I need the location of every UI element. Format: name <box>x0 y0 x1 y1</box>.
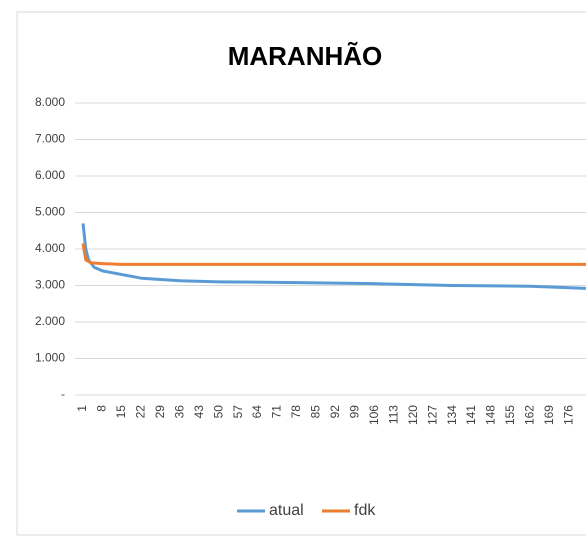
x-tick-label: 71 <box>270 405 284 419</box>
y-tick-label: 3.000 <box>35 278 65 292</box>
x-tick-label: 1 <box>75 405 89 412</box>
x-tick-label: 92 <box>328 405 342 419</box>
x-tick-label: 134 <box>445 405 459 425</box>
chart-frame <box>16 11 586 536</box>
x-tick-label: 169 <box>542 405 556 425</box>
x-tick-label: 176 <box>561 405 575 425</box>
legend-label: atual <box>269 502 304 519</box>
y-tick-label: 6.000 <box>35 168 65 182</box>
x-tick-label: 99 <box>348 405 362 419</box>
x-tick-label: 148 <box>484 405 498 425</box>
chart-title: MARANHÃO <box>228 41 383 71</box>
x-tick-label: 43 <box>192 405 206 419</box>
y-tick-label: 2.000 <box>35 314 65 328</box>
x-tick-label: 162 <box>523 405 537 425</box>
y-tick-label: 4.000 <box>35 241 65 255</box>
x-tick-label: 36 <box>172 405 186 419</box>
x-tick-label: 29 <box>153 405 167 419</box>
y-tick-label: 5.000 <box>35 205 65 219</box>
x-tick-label: 85 <box>309 405 323 419</box>
x-tick-label: 50 <box>211 405 225 419</box>
legend-label: fdk <box>354 502 376 519</box>
x-tick-label: 141 <box>464 405 478 425</box>
x-tick-label: 120 <box>406 405 420 425</box>
y-tick-label: - <box>61 387 65 401</box>
y-tick-label: 8.000 <box>35 95 65 109</box>
y-tick-label: 1.000 <box>35 351 65 365</box>
y-tick-label: 7.000 <box>35 132 65 146</box>
x-tick-label: 78 <box>289 405 303 419</box>
x-tick-label: 127 <box>425 405 439 425</box>
x-tick-label: 106 <box>367 405 381 425</box>
line-series <box>81 243 586 266</box>
x-tick-label: 64 <box>250 405 264 419</box>
x-tick-label: 57 <box>231 405 245 419</box>
x-tick-label: 15 <box>114 405 128 419</box>
x-tick-label: 8 <box>95 405 109 412</box>
x-tick-label: 22 <box>134 405 148 419</box>
x-tick-label: 113 <box>386 405 400 424</box>
x-tick-label: 155 <box>503 405 517 425</box>
